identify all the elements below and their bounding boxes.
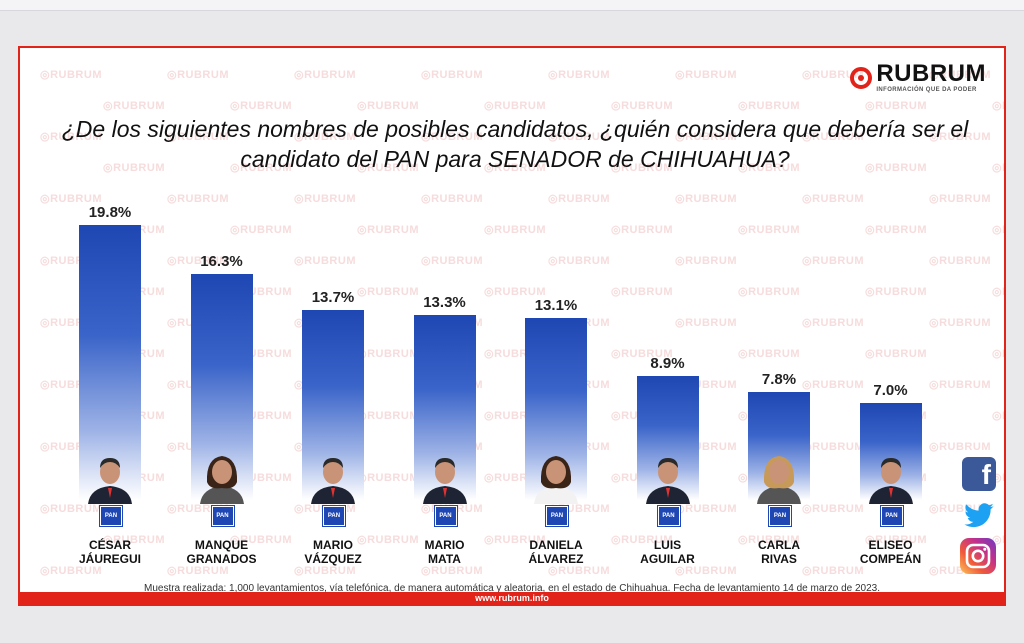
candidate-name: DANIELA ÁLVAREZ	[528, 538, 584, 566]
candidate-photo	[534, 456, 578, 504]
candidate-name: CARLA RIVAS	[758, 538, 800, 566]
data-label: 19.8%	[88, 204, 132, 221]
poll-question: ¿De los siguientes nombres de posibles c…	[61, 116, 969, 172]
data-label: 13.3%	[423, 294, 466, 312]
candidate-name: LUIS AGUILAR	[640, 538, 695, 566]
instagram-glyph	[965, 543, 991, 569]
browser-top-strip	[0, 0, 1024, 11]
candidate-photo	[199, 456, 244, 504]
candidate-photo	[868, 458, 913, 504]
bar-chart: 19.8% PAN CÉSAR JÁUREGUI 16.3% PAN MANQUE GRA…	[20, 48, 1004, 604]
data-label: 16.3%	[200, 252, 243, 270]
data-label: 7.0%	[873, 381, 908, 399]
rubrum-logo: RUBRUM INFORMACIÓN QUE DA PODER	[850, 62, 986, 93]
twitter-icon[interactable]	[961, 500, 997, 532]
facebook-glyph: f	[981, 459, 991, 490]
data-label: 7.8%	[761, 370, 797, 388]
pan-party-badge: PAN	[769, 506, 791, 526]
candidate-photo	[311, 458, 355, 504]
bar	[79, 225, 141, 500]
logo-tagline: INFORMACIÓN QUE DA PODER	[876, 87, 977, 93]
website-link[interactable]: www.rubrum.info	[20, 592, 1004, 604]
candidate-photo	[422, 458, 467, 504]
candidate-name: MANQUE GRANADOS	[186, 538, 257, 566]
candidate-name: CÉSAR JÁUREGUI	[78, 538, 141, 566]
pan-party-badge: PAN	[657, 506, 680, 526]
candidate-name: MARIO MATA	[424, 538, 465, 566]
methodology-note: Muestra realizada: 1,000 levantamientos,…	[143, 583, 880, 594]
instagram-icon[interactable]	[960, 538, 996, 574]
candidate-photo	[645, 458, 690, 504]
rubrum-logo-icon	[850, 66, 873, 89]
pan-party-badge: PAN	[880, 506, 903, 526]
pan-party-badge: PAN	[546, 506, 568, 526]
data-label: 8.9%	[650, 355, 685, 373]
candidate-photo	[757, 456, 801, 504]
pan-party-badge: PAN	[100, 506, 122, 526]
facebook-icon[interactable]: f	[962, 457, 996, 491]
candidate-name: MARIO VÁZQUEZ	[304, 538, 362, 566]
pan-party-badge: PAN	[434, 506, 457, 526]
logo-name: RUBRUM	[876, 60, 986, 87]
pan-party-badge: PAN	[323, 506, 345, 526]
data-label: 13.7%	[311, 288, 355, 306]
poll-card: ◎RUBRUM ◎RUBRUM ◎RUBRUM ◎RUBRUM ◎RUBRUM ◎RUBR…	[18, 46, 1006, 606]
pan-party-badge: PAN	[211, 506, 234, 526]
candidate-photo	[88, 458, 132, 504]
data-label: 13.1%	[534, 297, 578, 315]
candidate-name: ELISEO COMPEÁN	[859, 538, 922, 566]
